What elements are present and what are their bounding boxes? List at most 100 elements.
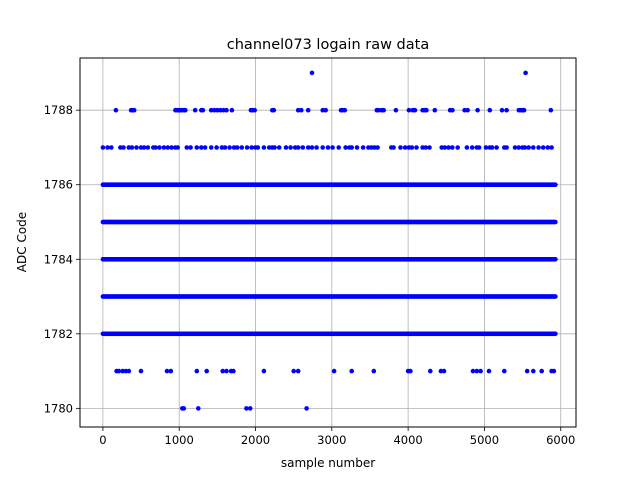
data-point bbox=[553, 257, 558, 262]
data-point bbox=[300, 145, 306, 150]
data-point bbox=[309, 70, 315, 76]
data-point bbox=[231, 368, 236, 374]
data-point bbox=[540, 145, 546, 150]
data-point bbox=[208, 145, 214, 150]
data-points bbox=[100, 70, 558, 411]
data-point bbox=[234, 145, 240, 150]
data-point bbox=[138, 368, 144, 374]
data-point bbox=[204, 368, 209, 374]
data-point bbox=[192, 107, 198, 113]
data-point bbox=[184, 145, 190, 150]
data-point bbox=[100, 145, 106, 150]
data-point bbox=[261, 368, 267, 374]
data-point bbox=[131, 107, 137, 113]
data-point bbox=[342, 107, 348, 113]
data-point bbox=[442, 145, 448, 150]
data-point bbox=[271, 107, 277, 113]
y-tick-label: 1780 bbox=[44, 401, 73, 415]
data-point bbox=[441, 368, 447, 374]
data-point bbox=[220, 368, 225, 374]
data-point bbox=[349, 368, 355, 374]
data-point bbox=[476, 145, 482, 150]
data-point bbox=[450, 145, 455, 150]
data-point bbox=[109, 145, 114, 150]
data-point bbox=[469, 145, 475, 150]
data-point bbox=[161, 145, 167, 150]
data-point bbox=[504, 145, 509, 150]
data-point bbox=[320, 145, 326, 150]
chart-title: channel073 logain raw data bbox=[227, 37, 429, 53]
data-point bbox=[427, 145, 432, 150]
data-point bbox=[141, 145, 147, 150]
data-point bbox=[239, 145, 245, 150]
data-point bbox=[455, 145, 461, 150]
data-point bbox=[188, 145, 193, 150]
data-point bbox=[475, 107, 480, 113]
data-point bbox=[309, 145, 315, 150]
data-point bbox=[553, 182, 558, 187]
data-point bbox=[288, 145, 293, 150]
data-point bbox=[129, 145, 135, 150]
data-point bbox=[504, 107, 509, 113]
x-tick-label: 0 bbox=[99, 433, 106, 447]
y-tick-label: 1784 bbox=[44, 252, 73, 266]
data-point bbox=[424, 107, 429, 113]
data-point bbox=[522, 145, 528, 150]
data-point bbox=[502, 368, 507, 374]
data-point bbox=[406, 107, 412, 113]
data-point bbox=[432, 107, 438, 113]
data-point bbox=[304, 406, 309, 411]
data-point bbox=[343, 145, 348, 150]
data-point bbox=[381, 107, 387, 113]
data-point bbox=[489, 145, 495, 150]
data-point bbox=[486, 368, 492, 374]
data-point bbox=[553, 219, 558, 225]
data-point bbox=[349, 145, 355, 150]
x-tick-label: 5000 bbox=[470, 433, 499, 447]
data-point bbox=[194, 368, 200, 374]
data-point bbox=[200, 107, 206, 113]
data-point bbox=[523, 70, 528, 76]
data-point bbox=[224, 107, 229, 113]
data-point bbox=[224, 368, 229, 374]
data-point bbox=[194, 145, 200, 150]
data-point bbox=[545, 145, 551, 150]
data-point bbox=[116, 368, 122, 374]
data-point bbox=[295, 368, 301, 374]
data-point bbox=[314, 145, 319, 150]
data-point bbox=[134, 145, 139, 150]
data-point bbox=[536, 145, 541, 150]
data-point bbox=[121, 145, 126, 150]
data-point bbox=[521, 107, 527, 113]
data-point bbox=[323, 107, 329, 113]
data-point bbox=[360, 145, 366, 150]
x-tick-label: 2000 bbox=[241, 433, 270, 447]
data-point bbox=[181, 406, 187, 411]
data-point bbox=[168, 368, 174, 374]
data-point bbox=[126, 368, 132, 374]
axis-ticks: 0 1000 2000 3000 4000 5000 6000 1780 1782 1784 178… bbox=[44, 103, 576, 447]
x-tick-label: 6000 bbox=[546, 433, 575, 447]
data-point bbox=[153, 145, 158, 150]
data-point bbox=[391, 145, 396, 150]
data-point bbox=[331, 368, 337, 374]
data-point bbox=[229, 107, 235, 113]
data-point bbox=[375, 145, 380, 150]
y-tick-label: 1788 bbox=[44, 103, 73, 117]
y-tick-label: 1786 bbox=[44, 178, 73, 192]
y-axis-label: ADC Code bbox=[15, 212, 29, 272]
data-point bbox=[499, 107, 505, 113]
data-point bbox=[113, 107, 119, 113]
data-point bbox=[252, 107, 257, 113]
data-point bbox=[549, 145, 554, 150]
data-point bbox=[553, 331, 558, 337]
data-point bbox=[371, 368, 377, 374]
data-point bbox=[291, 368, 297, 374]
data-point bbox=[336, 145, 342, 150]
data-point bbox=[272, 145, 277, 150]
data-point bbox=[548, 107, 554, 113]
data-point bbox=[531, 145, 536, 150]
data-point bbox=[244, 406, 249, 411]
data-point bbox=[551, 368, 557, 374]
data-point bbox=[283, 145, 289, 150]
